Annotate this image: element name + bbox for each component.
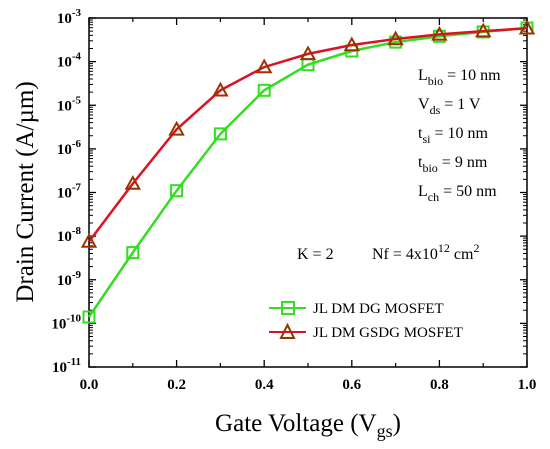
series-layer <box>80 19 536 324</box>
x-tick-label: 0.4 <box>255 377 274 393</box>
y-tick-label: 10-7 <box>57 182 82 202</box>
annotation-lbio: Lbio = 10 nm <box>418 67 501 88</box>
data-point-triangle <box>431 25 448 41</box>
data-point-square <box>170 184 184 198</box>
series-line-gsdg <box>88 27 528 243</box>
data-point-triangle <box>343 36 360 52</box>
x-tick-label: 0.2 <box>167 377 186 393</box>
y-tick-label: 10-4 <box>57 51 82 71</box>
data-point-triangle <box>518 19 536 35</box>
y-tick-label: 10-8 <box>57 225 82 245</box>
y-tick-label: 10-3 <box>57 7 82 27</box>
y-tick-label: 10-11 <box>52 356 81 376</box>
parameter-annotations: Lbio = 10 nm Vds = 1 V tsi = 10 nm tbio … <box>297 67 501 263</box>
legend: JL DM DG MOSFET JL DM GSDG MOSFET <box>269 301 463 341</box>
tick-labels: 0.0 0.2 0.4 0.6 0.8 1.0 10-11 10-10 10-9 10-8 10-7… <box>51 7 536 393</box>
series-line-dg <box>87 26 528 318</box>
axis-ticks <box>88 17 528 368</box>
legend-entry-dg: JL DM DG MOSFET <box>269 301 444 317</box>
data-point-triangle <box>124 175 141 190</box>
legend-label-gsdg: JL DM GSDG MOSFET <box>313 325 463 341</box>
data-point-square <box>213 127 227 141</box>
legend-label-dg: JL DM DG MOSFET <box>313 301 444 317</box>
annotation-tbio: tbio = 9 nm <box>418 154 488 175</box>
data-point-square <box>257 83 271 97</box>
annotation-k: K = 2 <box>297 246 334 263</box>
y-tick-label: 10-9 <box>57 269 82 289</box>
x-tick-label: 0.8 <box>430 377 449 393</box>
annotation-nf: Nf = 4x1012 cm2 <box>372 241 479 263</box>
data-point-triangle <box>212 81 229 97</box>
x-tick-label: 0.0 <box>80 377 99 393</box>
x-tick-label: 0.6 <box>342 377 361 393</box>
y-tick-label: 10-10 <box>51 312 81 332</box>
data-point-triangle <box>299 45 317 61</box>
annotation-vds: Vds = 1 V <box>418 96 481 117</box>
y-tick-label: 10-5 <box>57 94 82 114</box>
data-point-triangle <box>80 233 98 248</box>
legend-marker-square <box>281 301 295 315</box>
annotation-lch: Lch = 50 nm <box>418 183 497 204</box>
data-point-square <box>126 246 140 260</box>
y-tick-label: 10-6 <box>57 138 82 158</box>
x-axis-label: Gate Voltage (Vgs) <box>215 410 401 441</box>
data-point-square <box>82 310 96 324</box>
x-tick-label: 1.0 <box>518 377 537 393</box>
data-point-triangle <box>168 120 185 136</box>
y-axis-label: Drain Current (A/µm) <box>12 81 39 302</box>
annotation-tsi: tsi = 10 nm <box>418 125 488 146</box>
data-point-triangle <box>387 30 404 46</box>
legend-marker-triangle <box>279 322 296 339</box>
data-point-triangle <box>256 58 273 74</box>
legend-entry-gsdg: JL DM GSDG MOSFET <box>269 322 463 341</box>
data-point-triangle <box>475 22 492 38</box>
